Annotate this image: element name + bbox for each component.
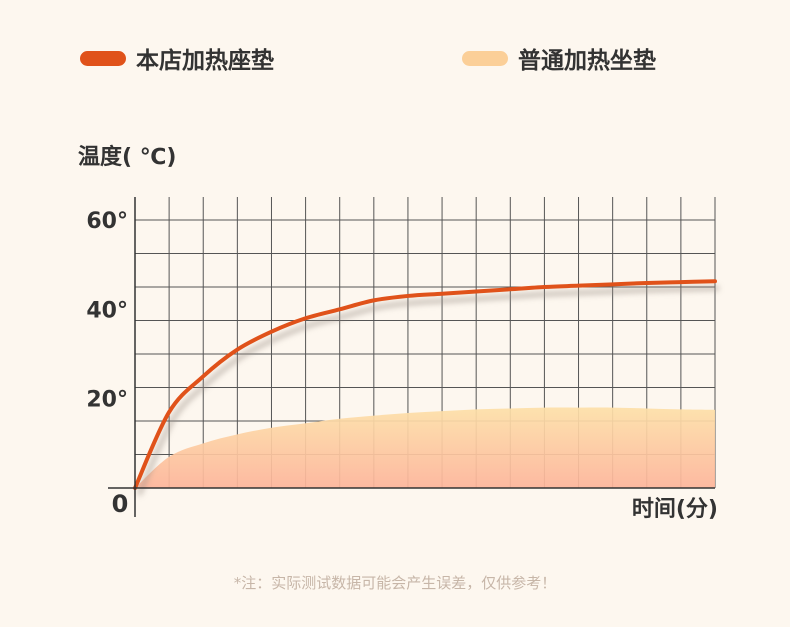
own-seat-line (133, 279, 717, 490)
origin-label: 0 (112, 490, 129, 518)
own-seat-line-shadow (136, 285, 720, 497)
ordinary-seat-series (135, 407, 715, 488)
legend-swatch-ordinary (462, 50, 508, 66)
legend-label-own: 本店加热座垫 (136, 48, 274, 74)
chart-axes (108, 197, 715, 517)
legend-item-ordinary-seat: 普通加热坐垫 (462, 38, 656, 78)
y-axis-label: 温度( ℃) (78, 144, 176, 170)
chart-grid (135, 197, 716, 488)
y-tick-label: 20° (86, 388, 128, 413)
legend-item-own-seat: 本店加热座垫 (80, 38, 274, 78)
disclaimer-note: *注：实际测试数据可能会产生误差，仅供参考！ (233, 574, 557, 592)
legend-swatch-own (80, 50, 126, 66)
legend-label-ordinary: 普通加热坐垫 (518, 48, 656, 74)
x-axis-label: 时间(分) (632, 497, 718, 522)
own-seat-series (133, 279, 720, 497)
y-tick-label: 40° (86, 298, 128, 323)
ordinary-seat-area (135, 407, 715, 488)
y-tick-label: 60° (86, 209, 128, 234)
y-tick-labels: 20° 40° 60° (86, 209, 128, 413)
legend: 本店加热座垫 普通加热坐垫 (0, 38, 790, 78)
